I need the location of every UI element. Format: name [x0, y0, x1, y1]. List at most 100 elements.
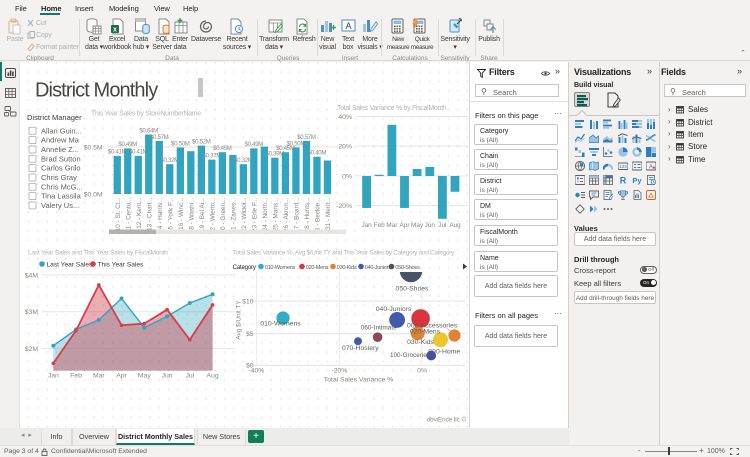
svg-text:0%: 0%	[342, 173, 352, 180]
svg-text:$0.41M: $0.41M	[129, 149, 148, 156]
svg-text:$5: $5	[246, 331, 254, 338]
svg-text:0%: 0%	[417, 368, 427, 375]
svg-text:Py: Py	[632, 176, 642, 185]
svg-text:18 - Washi...: 18 - Washi...	[188, 197, 195, 233]
svg-text:$0.41M: $0.41M	[108, 149, 127, 156]
svg-text:22 - Wickli...: 22 - Wickli...	[241, 197, 248, 232]
svg-text:Last Year Sales: Last Year Sales	[47, 262, 94, 269]
svg-text:070-Hosiery: 070-Hosiery	[342, 345, 379, 352]
svg-text:A: A	[649, 165, 653, 171]
svg-text:Brad Sutton: Brad Sutton	[41, 154, 81, 163]
svg-text:$0.45M: $0.45M	[213, 145, 232, 152]
svg-text:2 - Wierto...: 2 - Wierto...	[209, 197, 216, 230]
svg-text:$0.32M: $0.32M	[160, 157, 179, 164]
svg-text:$0.0M: $0.0M	[84, 192, 103, 199]
svg-text:Mar: Mar	[386, 222, 398, 229]
svg-text:District Monthly: District Monthly	[35, 80, 158, 102]
svg-text:3 - Beckle...: 3 - Beckle...	[315, 197, 322, 231]
svg-text:28 - Hunts...: 28 - Hunts...	[304, 197, 311, 232]
svg-text:Jul: Jul	[185, 373, 194, 380]
svg-text:20%: 20%	[338, 143, 352, 150]
svg-text:$0.45M: $0.45M	[276, 145, 295, 152]
svg-text:May: May	[138, 373, 151, 380]
svg-text:21 - Zanes...: 21 - Zanes...	[230, 197, 237, 233]
svg-text:19 - Bel Ai...: 19 - Bel Ai...	[199, 197, 206, 232]
svg-text:$4M: $4M	[25, 272, 39, 279]
svg-text:$0.37M: $0.37M	[203, 152, 222, 159]
svg-text:$0.39M: $0.39M	[266, 151, 285, 158]
svg-text:Jul: Jul	[438, 222, 446, 229]
svg-text:Total Sales Variance %: Total Sales Variance %	[324, 377, 393, 384]
svg-text:020-Mens: 020-Mens	[410, 328, 441, 335]
svg-text:020-Mens: 020-Mens	[306, 265, 329, 271]
svg-text:Tina Lassila: Tina Lassila	[41, 192, 82, 201]
svg-text:Valery Us...: Valery Us...	[41, 201, 79, 210]
svg-text:-20%: -20%	[336, 203, 352, 210]
svg-text:Annelie Z...: Annelie Z...	[41, 145, 79, 154]
svg-text:31 - Ment...: 31 - Ment...	[325, 197, 332, 230]
svg-text:$0.32M: $0.32M	[234, 157, 253, 164]
svg-text:$0.49M: $0.49M	[245, 141, 264, 148]
svg-text:030-Kids: 030-Kids	[407, 339, 434, 346]
svg-text:-40%: -40%	[248, 368, 264, 375]
svg-text:$0.64M: $0.64M	[139, 127, 158, 134]
svg-text:123: 123	[619, 164, 627, 169]
svg-text:Avg $/Unit TY: Avg $/Unit TY	[236, 300, 243, 340]
svg-text:Jan: Jan	[48, 373, 59, 380]
svg-text:Category: Category	[233, 264, 257, 271]
svg-text:Mar: Mar	[93, 373, 105, 380]
svg-text:Feb: Feb	[374, 222, 385, 229]
svg-text:Last Year Sales and This Year: Last Year Sales and This Year Sales by F…	[28, 250, 168, 257]
svg-text:May: May	[411, 222, 424, 229]
svg-text:$0.52M: $0.52M	[192, 138, 211, 145]
svg-text:$0.50M: $0.50M	[171, 140, 190, 147]
svg-text:District Manager: District Manager	[27, 113, 82, 122]
svg-text:$0.49M: $0.49M	[118, 141, 137, 148]
svg-text:Apr: Apr	[400, 222, 411, 229]
svg-text:030-Kids: 030-Kids	[337, 265, 357, 271]
svg-text:$0.5M: $0.5M	[84, 145, 103, 152]
svg-text:$0.50M: $0.50M	[287, 140, 306, 147]
svg-text:10 - St. Cl...: 10 - St. Cl...	[115, 197, 122, 231]
svg-text:040-Juniors: 040-Juniors	[365, 265, 391, 271]
svg-text:$0: $0	[246, 363, 254, 370]
svg-text:-20%: -20%	[331, 368, 347, 375]
svg-text:$0.57M: $0.57M	[297, 134, 316, 141]
svg-text:26 - Akron...: 26 - Akron...	[283, 197, 290, 232]
svg-text:Carlos Grilo: Carlos Grilo	[41, 164, 81, 173]
svg-text:13 - Charl...: 13 - Charl...	[146, 197, 153, 231]
svg-text:Aug: Aug	[449, 222, 461, 229]
svg-text:Jan: Jan	[361, 222, 372, 229]
svg-text:010-Womens: 010-Womens	[265, 265, 296, 271]
svg-text:Chris Gray: Chris Gray	[41, 173, 77, 182]
svg-text:24 - North...: 24 - North...	[262, 197, 269, 231]
svg-text:$0.40M: $0.40M	[308, 150, 327, 157]
svg-text:040-Juniors: 040-Juniors	[376, 306, 412, 313]
svg-text:25 - Mans...: 25 - Mans...	[272, 197, 279, 231]
svg-text:060-Intimate: 060-Intimate	[361, 325, 398, 332]
svg-text:x: x	[113, 27, 117, 34]
svg-text:050-Shoes: 050-Shoes	[396, 286, 429, 293]
svg-text:Andrew Ma: Andrew Ma	[41, 136, 80, 145]
svg-text:$2M: $2M	[25, 346, 39, 353]
svg-text:A: A	[345, 21, 351, 31]
svg-text:14 - Harris...: 14 - Harris...	[157, 197, 164, 232]
svg-text:Allan Guin...: Allan Guin...	[41, 126, 82, 135]
svg-text:This Year Sales: This Year Sales	[98, 262, 145, 269]
svg-text:010-Womens: 010-Womens	[260, 321, 301, 328]
svg-text:Total Sales Variance %, Avg $/: Total Sales Variance %, Avg $/Unit TY an…	[233, 250, 455, 257]
svg-text:11 - Centu...: 11 - Centu...	[125, 197, 132, 232]
svg-text:Chris McG...: Chris McG...	[41, 182, 83, 191]
svg-text:Jun: Jun	[162, 373, 173, 380]
svg-text:Jun: Jun	[425, 222, 436, 229]
svg-text:27 - Board...: 27 - Board...	[294, 197, 301, 232]
svg-text:$3M: $3M	[25, 309, 39, 316]
svg-text:Aug: Aug	[207, 373, 219, 380]
svg-text:23 - Erie F...: 23 - Erie F...	[251, 197, 258, 232]
svg-text:100-Groceries: 100-Groceries	[390, 352, 430, 359]
svg-text:40%: 40%	[338, 114, 352, 121]
svg-text:Feb: Feb	[70, 373, 82, 380]
svg-text:This Year Sales by StoreNumber: This Year Sales by StoreNumberName	[91, 111, 201, 118]
svg-text:050-Shoes: 050-Shoes	[395, 265, 420, 271]
svg-text:$0.57M: $0.57M	[150, 134, 169, 141]
